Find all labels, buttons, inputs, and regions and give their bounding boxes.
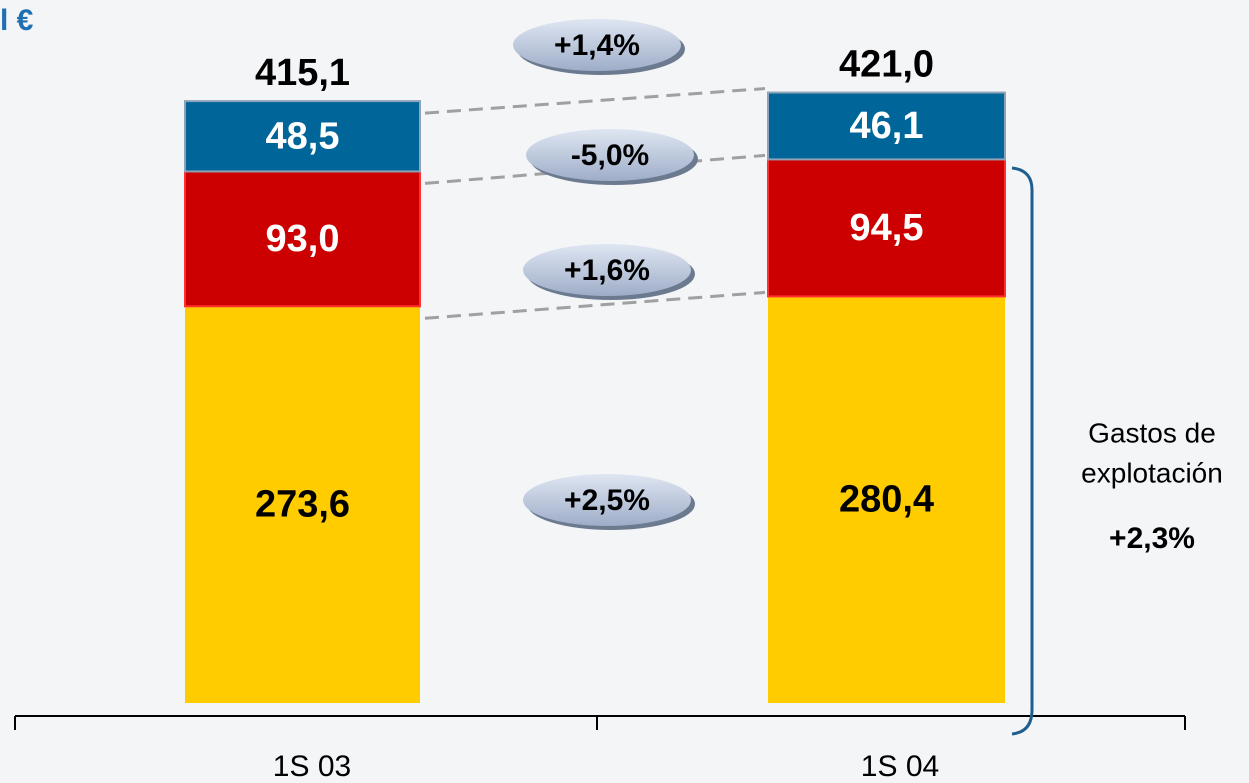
change-label: -5,0% <box>571 139 649 172</box>
value-label: 48,5 <box>266 115 340 157</box>
connector <box>424 153 766 185</box>
value-label: 94,5 <box>850 207 924 249</box>
bar-segment <box>184 100 421 173</box>
total-label: 415,1 <box>255 52 350 94</box>
change-bubble <box>523 244 691 296</box>
bar-segment <box>767 158 1006 298</box>
change-bubble <box>526 129 694 181</box>
bracket-label: explotación <box>1081 457 1223 488</box>
value-label: 46,1 <box>850 105 924 147</box>
x-tick-label: 1S 04 <box>861 750 939 783</box>
change-label: +1,4% <box>554 29 640 62</box>
bar-segment <box>184 170 421 308</box>
bracket-label: Gastos de <box>1088 417 1216 448</box>
connector <box>424 290 766 320</box>
total-label: 421,0 <box>839 44 934 86</box>
bracket <box>1011 166 1034 736</box>
change-label: +2,5% <box>564 484 650 517</box>
bracket-change: +2,3% <box>1109 522 1195 555</box>
value-label: 93,0 <box>266 218 340 260</box>
value-label: 280,4 <box>839 479 934 521</box>
change-label: +1,6% <box>564 254 650 287</box>
bar-segment <box>185 306 420 703</box>
x-tick-label: 1S 03 <box>273 750 351 783</box>
chart-title: l € <box>0 4 34 37</box>
bar-segment <box>768 296 1005 703</box>
connector <box>424 87 766 115</box>
change-bubble <box>523 474 691 526</box>
bar-segment <box>767 91 1006 161</box>
change-bubble <box>513 19 681 71</box>
value-label: 273,6 <box>255 484 350 526</box>
